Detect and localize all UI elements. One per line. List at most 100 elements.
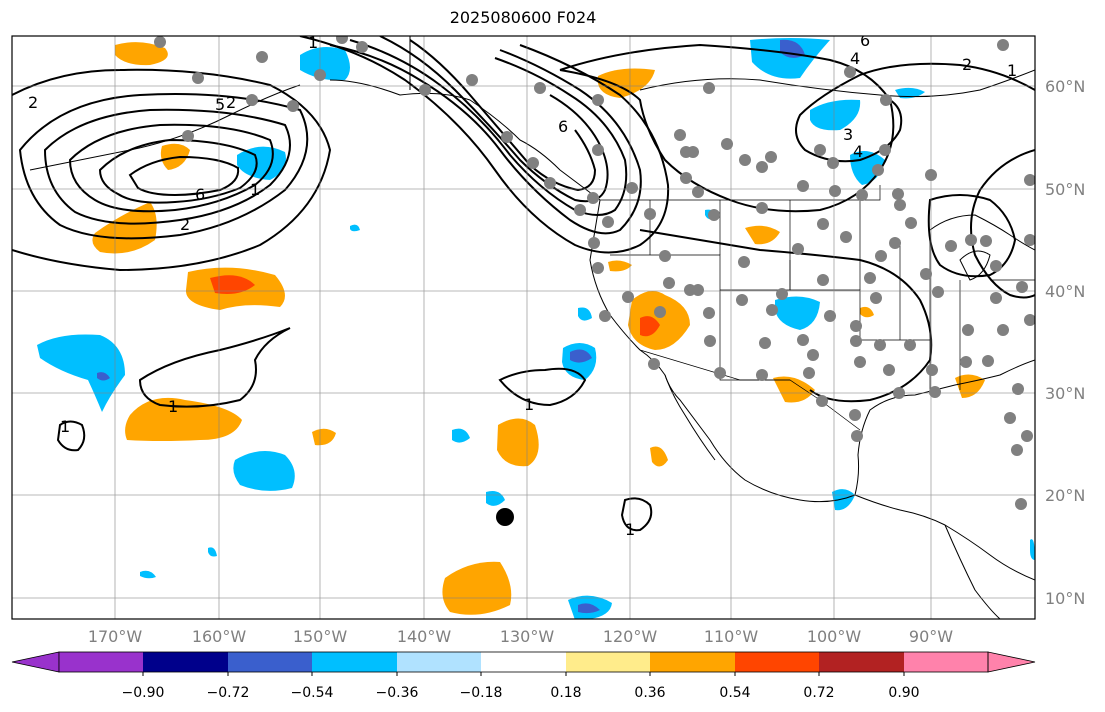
negative-anomaly-patch [300, 46, 350, 81]
lon-label: 120°W [603, 627, 658, 646]
contour-label: 2 [180, 215, 190, 234]
station-dots [154, 36, 1035, 510]
negative-anomaly-patch [350, 224, 360, 232]
contour-label: 6 [195, 185, 205, 204]
contour-label: 1 [1007, 61, 1017, 80]
contour-label: 4 [853, 142, 863, 161]
negative-anomaly-patch [810, 99, 861, 131]
negative-anomaly-patch [832, 489, 855, 511]
colorbar-tick-label: −0.90 [122, 685, 165, 701]
negative-anomaly-patch [1030, 539, 1035, 560]
negative-anomaly-patch [233, 451, 295, 491]
latitude-labels: 60°N 50°N 40°N 30°N 20°N 10°N [1045, 77, 1085, 608]
positive-anomaly-patch [608, 260, 632, 272]
negative-anomaly-patch [578, 307, 592, 321]
lon-label: 150°W [293, 627, 348, 646]
negative-anomaly-patch [578, 603, 600, 614]
colorbar-segment [650, 652, 735, 672]
negative-anomaly-patch [140, 570, 156, 579]
positive-anomaly-patch [210, 275, 255, 294]
colorbar-tick-label: 0.36 [634, 685, 665, 701]
lat-label: 20°N [1045, 486, 1085, 505]
negative-anomaly-patch [895, 87, 925, 99]
positive-anomaly-patch [125, 397, 242, 441]
lat-label: 30°N [1045, 384, 1085, 403]
lon-label: 140°W [397, 627, 452, 646]
colorbar-segment [481, 652, 566, 672]
contour-label: 2 [226, 93, 236, 112]
lat-label: 50°N [1045, 180, 1085, 199]
positive-anomaly-patch [597, 68, 655, 98]
lon-label: 130°W [500, 627, 555, 646]
contour-label: 1 [168, 397, 178, 416]
positive-anomaly-patch [497, 418, 539, 467]
colorbar-segment [397, 652, 481, 672]
colorbar-segment [143, 652, 228, 672]
gridlines [12, 36, 1035, 619]
lon-label: 170°W [88, 627, 143, 646]
negative-anomaly-patch [750, 38, 830, 79]
positive-anomaly-patch [312, 428, 336, 446]
lon-label: 110°W [704, 627, 759, 646]
positive-anomaly-patch [745, 225, 780, 245]
contour-label: 3 [843, 125, 853, 144]
lat-label: 10°N [1045, 589, 1085, 608]
colorbar-segment [566, 652, 650, 672]
negative-anomaly-patch [775, 296, 820, 330]
positive-anomaly-patch [860, 306, 874, 318]
positive-anomaly-patch [773, 376, 815, 403]
positive-anomaly-patch [442, 561, 512, 615]
lon-label: 160°W [192, 627, 247, 646]
negative-anomaly-patch [486, 491, 505, 506]
positive-anomaly-patch [640, 316, 660, 337]
colorbar-segment [312, 652, 397, 672]
colorbar-tick-label: 0.90 [888, 685, 919, 701]
contour-label: 2 [962, 55, 972, 74]
lon-label: 100°W [807, 627, 862, 646]
positive-anomaly-patch [628, 291, 690, 350]
contour-labels: 2 2 1 6 5 1 2 1 1 1 1 6 4 2 1 3 4 6 [28, 31, 1017, 539]
lon-label: 90°W [909, 627, 953, 646]
contour-label: 1 [524, 395, 534, 414]
contour-label: 4 [850, 49, 860, 68]
contour-label: 2 [28, 93, 38, 112]
negative-anomaly-patch [570, 349, 592, 363]
contour-label: 1 [308, 33, 318, 52]
positive-anomaly-patch [115, 42, 168, 66]
map-frame [11, 35, 1036, 620]
contour-label: 1 [625, 520, 635, 539]
contour-label: 5 [215, 95, 225, 114]
positive-anomaly-patch [650, 446, 668, 467]
longitude-labels: 170°W 160°W 150°W 140°W 130°W 120°W 110°… [88, 627, 953, 646]
map-title: 2025080600 F024 [449, 8, 597, 27]
colorbar-tick-label: 0.72 [803, 685, 834, 701]
negative-anomaly-patch [208, 547, 217, 557]
colorbar-tick-label: −0.36 [376, 685, 419, 701]
lat-label: 60°N [1045, 77, 1085, 96]
contour-label: 1 [250, 180, 260, 199]
negative-anomaly-patch [97, 372, 110, 381]
positive-anomaly-patch [955, 374, 985, 398]
colorbar-segment [819, 652, 904, 672]
colorbar-segment [735, 652, 819, 672]
colorbar-segment [228, 652, 312, 672]
colorbar-tick-label: 0.18 [550, 685, 581, 701]
colorbar-tick-label: −0.18 [460, 685, 503, 701]
contour-label: 6 [860, 31, 870, 50]
colorbar-tick-label: 0.54 [719, 685, 750, 701]
contour-label: 6 [558, 117, 568, 136]
colorbar: −0.90 −0.72 −0.54 −0.36 −0.18 0.18 0.36 0.54 0.7… [11, 651, 1036, 701]
colorbar-segment [904, 652, 988, 672]
colorbar-extend-min [11, 651, 60, 673]
colorbar-tick-label: −0.54 [291, 685, 334, 701]
center-marker [496, 508, 514, 526]
negative-anomaly-patch [37, 334, 125, 412]
anomaly-patches [37, 38, 1035, 619]
coastlines [29, 36, 1035, 619]
positive-anomaly-patch [92, 202, 157, 254]
lat-label: 40°N [1045, 282, 1085, 301]
colorbar-segment [59, 652, 143, 672]
colorbar-tick-label: −0.72 [207, 685, 250, 701]
colorbar-extend-max [987, 651, 1036, 673]
